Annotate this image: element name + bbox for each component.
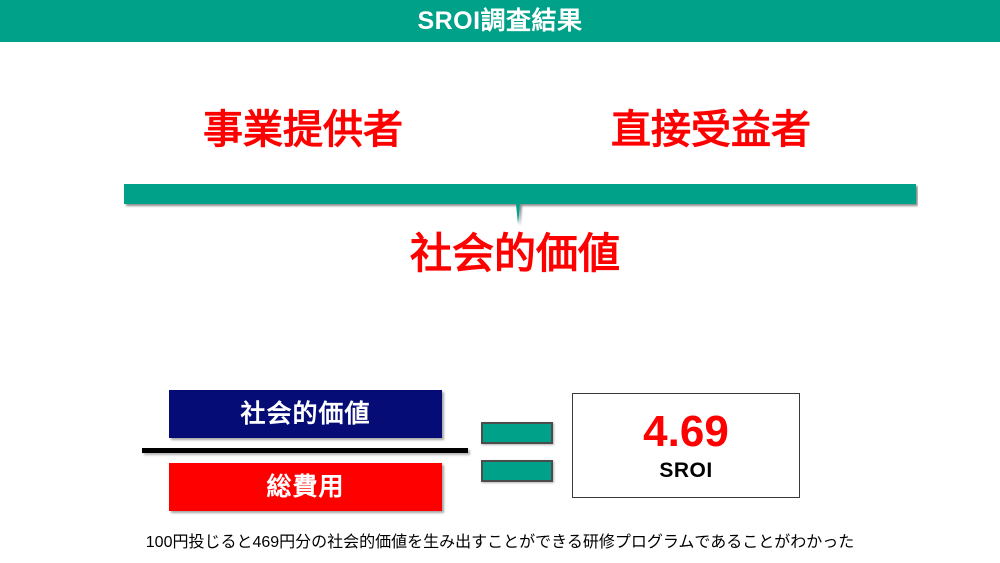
- actor-label-provider: 事業提供者: [203, 108, 403, 152]
- sroi-result-label: SROI: [659, 459, 713, 482]
- equals-bar-top: [481, 422, 553, 444]
- value-flow-ribbon: [118, 182, 918, 228]
- summary-caption: 100円投じると469円分の社会的価値を生み出すことができる研修プログラムである…: [145, 534, 855, 551]
- title-bar: SROI調査結果: [0, 0, 1000, 42]
- formula-numerator-box: 社会的価値: [169, 390, 442, 438]
- sroi-formula: 社会的価値 総費用: [0, 380, 1000, 511]
- formula-denominator-box: 総費用: [169, 463, 442, 511]
- equals-bar-bottom: [481, 460, 553, 482]
- ribbon-shape: [124, 184, 916, 224]
- sroi-result-box: 4.69 SROI: [572, 393, 800, 498]
- sroi-result-value: 4.69: [643, 407, 729, 456]
- social-value-heading: 社会的価値: [409, 230, 620, 277]
- actor-label-beneficiary: 直接受益者: [611, 108, 811, 152]
- page-title: SROI調査結果: [417, 6, 583, 35]
- formula-numerator-label: 社会的価値: [240, 399, 371, 428]
- fraction-divider-line: [142, 448, 468, 453]
- equals-sign: [481, 422, 553, 482]
- formula-denominator-label: 総費用: [266, 472, 345, 501]
